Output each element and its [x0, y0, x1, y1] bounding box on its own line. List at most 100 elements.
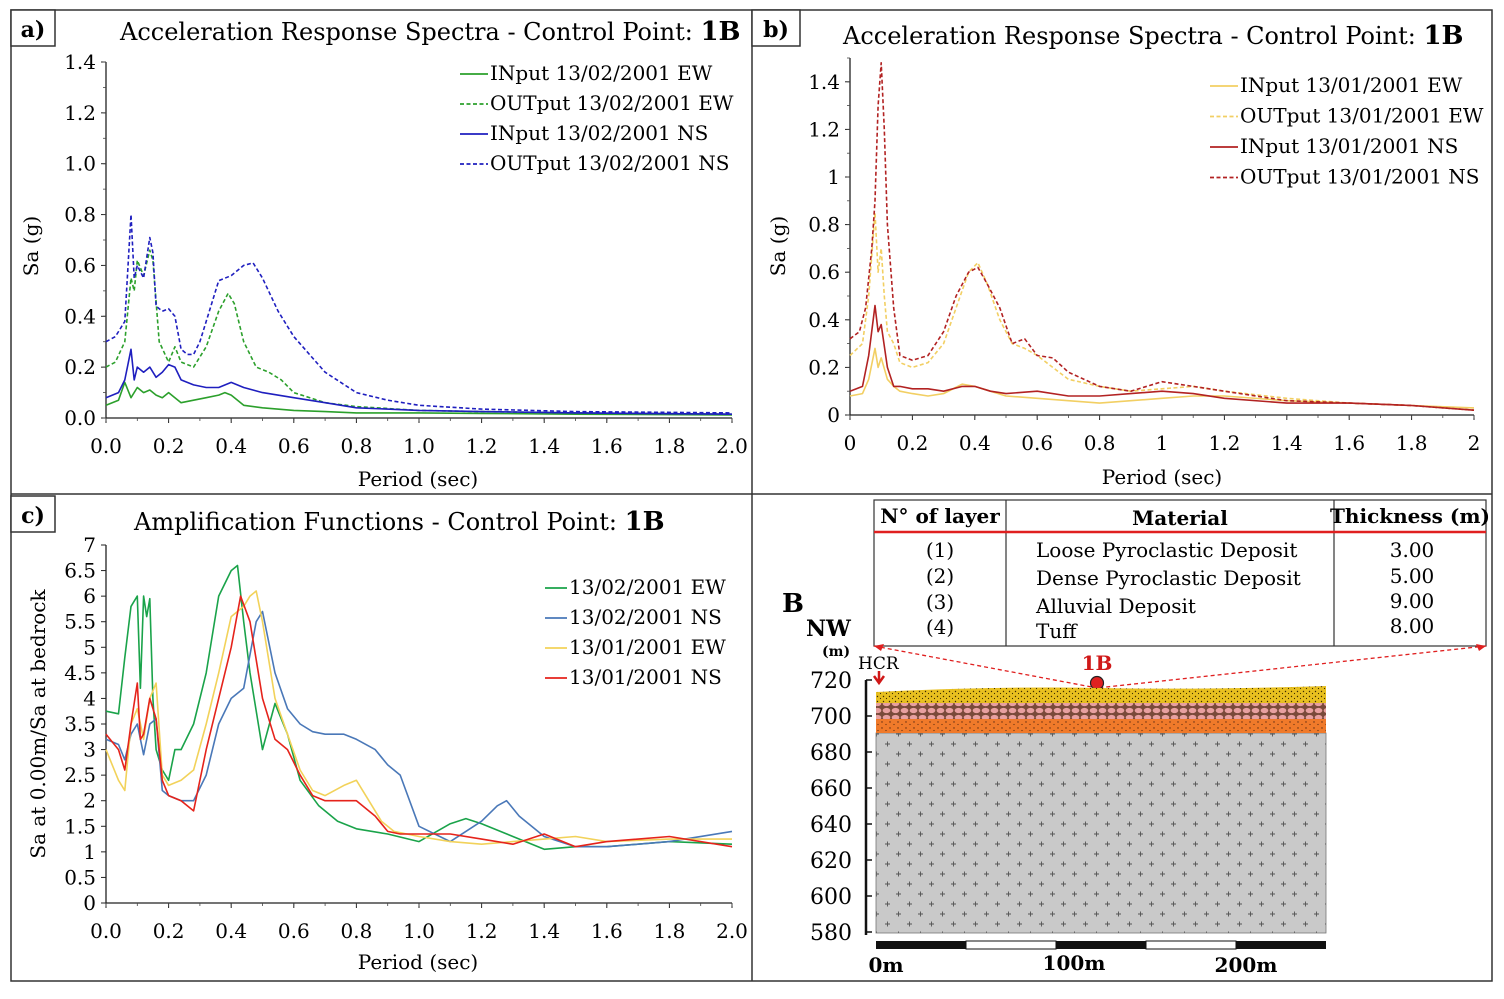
x-tick-label: 1.6 — [591, 434, 623, 458]
y-tick-label: 1.4 — [64, 50, 96, 74]
layer-alluvial — [876, 719, 1326, 733]
chart-c: 0.0 0.2 0.4 0.6 0.8 1.0 1.2 1.4 1.6 1.8 2.0 00.511.… — [64, 533, 748, 943]
x-tick-label: 1.6 — [591, 919, 623, 943]
y-tick-label: 0.2 — [808, 355, 840, 379]
x-tick-label: 0.8 — [1084, 431, 1116, 455]
y-tick-label: 1 — [827, 165, 840, 189]
x-tick-label: 0.4 — [215, 919, 247, 943]
panel-c-xlabel: Period (sec) — [358, 950, 478, 974]
x-tick-label: 1.8 — [653, 919, 685, 943]
legend-label: OUTput 13/02/2001 EW — [490, 91, 734, 115]
hcr-label: HCR — [858, 654, 900, 674]
x-tick-label: 1 — [1156, 431, 1169, 455]
series-line-3 — [849, 61, 1475, 411]
table-header-material: Material — [1132, 506, 1228, 530]
table-row-thickness: 5.00 — [1390, 564, 1435, 588]
y-tick-label: 1.2 — [64, 101, 96, 125]
legend-label: OUTput 13/02/2001 NS — [490, 151, 730, 175]
y-tick-label: 4 — [83, 686, 96, 710]
panel-c-title: Amplification Functions - Control Point:… — [133, 507, 665, 537]
panel-a-ylabel: Sa (g) — [19, 216, 43, 276]
series-line-1 — [105, 610, 733, 848]
x-tick-label: 0.8 — [340, 919, 372, 943]
table-row-material: Tuff — [1036, 619, 1078, 643]
control-point-label: 1B — [1082, 651, 1113, 675]
elevation-label: 700 — [810, 705, 852, 730]
y-tick-label: 2.5 — [64, 763, 96, 787]
panel-b-title: Acceleration Response Spectra - Control … — [842, 21, 1464, 51]
y-tick-label: 1.2 — [808, 117, 840, 141]
legend-label: 13/02/2001 EW — [569, 575, 726, 599]
section-label: B — [782, 589, 804, 619]
series-line-0 — [105, 564, 733, 851]
panel-b-tag: b) — [763, 17, 789, 43]
x-tick-label: 1.4 — [528, 919, 560, 943]
section-unit: (m) — [822, 644, 850, 660]
y-tick-label: 0.2 — [64, 355, 96, 379]
layer-dense-pyroclastic — [876, 703, 1326, 719]
x-tick-label: 1.2 — [466, 434, 498, 458]
legend-a: INput 13/02/2001 EW OUTput 13/02/2001 EW I… — [460, 61, 734, 175]
table-row-n: (4) — [926, 615, 954, 639]
series-line-0 — [849, 347, 1475, 409]
x-tick-label: 0.0 — [90, 919, 122, 943]
elevation-label: 580 — [810, 921, 852, 946]
y-tick-label: 0 — [83, 891, 96, 915]
table-header-thickness: Thickness (m) — [1330, 504, 1490, 528]
y-tick-label: 0.5 — [64, 865, 96, 889]
x-tick-label: 1.6 — [1333, 431, 1365, 455]
legend-label: OUTput 13/01/2001 EW — [1240, 104, 1484, 128]
legend-label: 13/01/2001 EW — [569, 635, 726, 659]
x-tick-label: 0 — [844, 431, 857, 455]
y-tick-label: 0 — [827, 403, 840, 427]
y-tick-label: 5.5 — [64, 610, 96, 634]
elevation-label: 660 — [810, 777, 852, 802]
y-tick-label: 0.4 — [808, 308, 840, 332]
panel-a-xlabel: Period (sec) — [358, 467, 478, 491]
y-tick-label: 0.6 — [64, 253, 96, 277]
table-row-n: (3) — [926, 590, 954, 614]
x-tick-label: 1.4 — [528, 434, 560, 458]
x-tick-label: 0.2 — [896, 431, 928, 455]
y-tick-label: 6 — [83, 584, 96, 608]
layer-tuff — [875, 732, 1327, 934]
layer-table-frame — [873, 499, 1487, 647]
elevation-label: 680 — [810, 741, 852, 766]
y-tick-label: 1 — [83, 840, 96, 864]
panel-c-tag-box — [10, 495, 56, 533]
control-point-marker — [1089, 675, 1105, 691]
panel-c-tag: c) — [21, 503, 45, 529]
y-tick-label: 3.5 — [64, 712, 96, 736]
legend-c: 13/02/2001 EW 13/02/2001 NS 13/01/2001 EW 1… — [545, 575, 726, 689]
y-tick-label: 0.4 — [64, 304, 96, 328]
leader-line-right — [1096, 645, 1487, 689]
x-tick-label: 0.4 — [215, 434, 247, 458]
y-tick-label: 7 — [83, 533, 96, 557]
x-tick-label: 1.4 — [1271, 431, 1303, 455]
legend-label: 13/02/2001 NS — [569, 605, 722, 629]
y-tick-label: 6.5 — [64, 559, 96, 583]
x-tick-label: 0.0 — [90, 434, 122, 458]
y-tick-label: 4.5 — [64, 661, 96, 685]
series-line-2 — [849, 304, 1475, 411]
panel-c: c) Amplification Functions - Control Poi… — [10, 495, 748, 974]
panel-d-section: N° of layer Material Thickness (m) (1) L… — [782, 499, 1490, 977]
leader-line-left — [873, 645, 1098, 689]
series-line-2 — [105, 590, 732, 846]
table-row-material: Alluvial Deposit — [1035, 594, 1196, 618]
x-tick-label: 1.0 — [403, 919, 435, 943]
x-tick-label: 0.6 — [278, 434, 310, 458]
x-tick-label: 2 — [1468, 431, 1481, 455]
legend-b: INput 13/01/2001 EW OUTput 13/01/2001 EW I… — [1210, 73, 1484, 189]
legend-label: INput 13/02/2001 EW — [490, 61, 713, 85]
y-tick-label: 5 — [83, 635, 96, 659]
series-line-1 — [105, 249, 733, 415]
scale-label: 200m — [1215, 953, 1278, 977]
x-tick-label: 2.0 — [716, 434, 748, 458]
legend-label: OUTput 13/01/2001 NS — [1240, 165, 1480, 189]
x-tick-label: 0.2 — [153, 434, 185, 458]
y-tick-label: 1.4 — [808, 70, 840, 94]
legend-label: INput 13/01/2001 EW — [1240, 73, 1463, 97]
hcr-arrow-icon — [872, 671, 886, 686]
